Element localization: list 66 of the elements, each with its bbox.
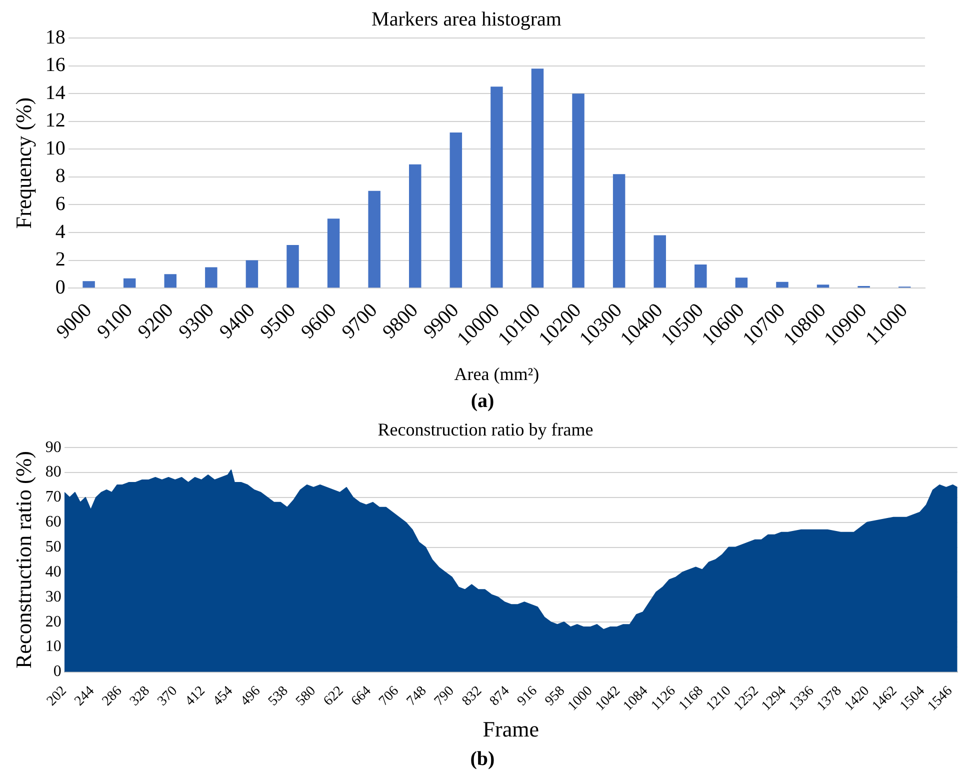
bar (123, 278, 136, 288)
x-tick-label: 202 (44, 684, 70, 710)
x-tick-label: 622 (321, 684, 347, 710)
x-tick-label: 916 (514, 684, 540, 710)
bar (246, 260, 258, 288)
x-tick-label: 832 (460, 684, 485, 710)
y-tick-label: 14 (45, 82, 66, 104)
chart-title: Markers area histogram (372, 8, 562, 30)
x-tick-label: 538 (266, 684, 292, 710)
x-tick-label: 664 (348, 684, 374, 710)
y-tick-label: 50 (45, 538, 62, 556)
x-tick-label: 244 (72, 684, 98, 710)
bar (612, 174, 626, 288)
y-tick-label: 10 (45, 638, 62, 656)
x-tick-label: 328 (127, 684, 153, 710)
y-tick-label: 20 (45, 613, 62, 630)
y-tick-label: 18 (45, 26, 66, 48)
y-tick-label: 90 (45, 438, 62, 456)
bar (205, 267, 218, 288)
x-tick-label: 790 (432, 684, 458, 710)
y-tick-label: 30 (45, 588, 62, 606)
y-tick-label: 12 (45, 110, 66, 132)
y-tick-label: 0 (53, 663, 62, 680)
bar (816, 284, 830, 288)
x-tick-label: 412 (182, 684, 208, 710)
x-tick-label: 370 (155, 684, 181, 710)
x-tick-label: 496 (238, 684, 264, 710)
x-tick-label: 958 (542, 684, 568, 710)
chart-title: Reconstruction ratio by frame (378, 420, 594, 440)
x-axis-title: Area (mm²) (454, 364, 540, 384)
y-tick-label: 4 (55, 220, 66, 243)
bar (735, 278, 748, 288)
bar (368, 190, 380, 288)
x-axis-title: Frame (482, 716, 539, 742)
y-tick-label: 10 (45, 137, 66, 160)
y-tick-label: 2 (55, 248, 66, 271)
bar (286, 245, 299, 288)
y-tick-label: 60 (45, 514, 62, 531)
x-tick-label: 874 (487, 684, 513, 710)
bar (164, 274, 176, 288)
x-tick-label: 454 (210, 684, 236, 710)
bar (82, 281, 95, 288)
y-axis-title: Frequency (%) (10, 97, 36, 229)
y-axis-title: Reconstruction ratio (%) (10, 451, 36, 669)
bar (776, 282, 788, 288)
bar (327, 218, 340, 288)
bar (490, 86, 503, 288)
text: (a) (470, 390, 496, 412)
bar (694, 264, 707, 288)
x-tick-label: 580 (293, 684, 319, 710)
x-tick-label: 706 (376, 684, 402, 710)
bar (572, 94, 584, 288)
y-tick-label: 8 (55, 165, 66, 188)
x-tick-label: 748 (404, 684, 430, 710)
x-tick-label: 286 (100, 684, 126, 710)
bar (654, 235, 666, 288)
y-tick-label: 6 (55, 192, 66, 215)
y-tick-label: 40 (45, 563, 62, 580)
bar (450, 132, 462, 288)
text: (b) (469, 748, 496, 770)
y-tick-label: 80 (45, 464, 62, 481)
y-tick-label: 70 (45, 488, 62, 506)
bar (409, 164, 422, 288)
y-tick-label: 0 (55, 276, 66, 298)
bar (531, 68, 544, 288)
y-tick-label: 16 (45, 54, 66, 76)
